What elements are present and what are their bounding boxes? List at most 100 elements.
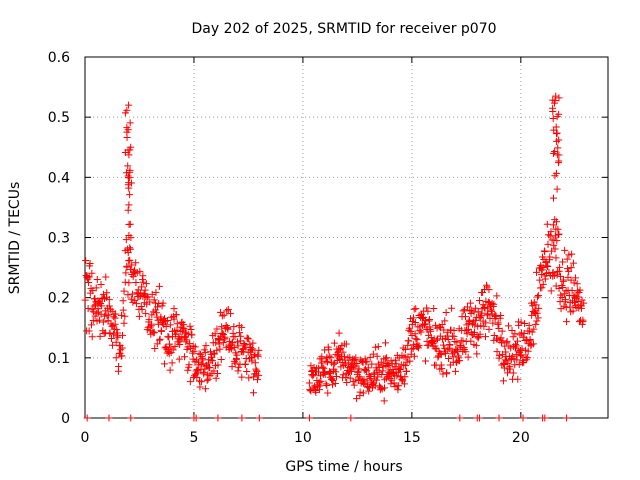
data-point <box>538 270 546 278</box>
data-point <box>85 327 93 335</box>
data-point <box>252 367 260 375</box>
data-point <box>422 357 430 365</box>
data-point <box>166 366 174 374</box>
data-point <box>446 340 454 348</box>
data-point <box>364 382 372 390</box>
data-point <box>517 318 525 326</box>
data-point <box>340 362 348 370</box>
data-point <box>335 329 343 337</box>
data-point <box>84 305 92 313</box>
data-point <box>451 367 459 375</box>
data-point <box>456 414 464 422</box>
data-point <box>494 319 502 327</box>
data-point <box>342 360 350 368</box>
data-point <box>532 320 540 328</box>
data-point <box>156 336 164 344</box>
data-point <box>216 336 224 344</box>
data-point <box>126 265 134 273</box>
x-axis-label: GPS time / hours <box>285 459 402 475</box>
data-point <box>216 345 224 353</box>
data-point <box>569 259 577 267</box>
data-point <box>150 328 158 336</box>
data-point <box>453 358 461 366</box>
data-point <box>576 286 584 294</box>
data-point <box>433 336 441 344</box>
data-point <box>410 352 418 360</box>
data-point <box>122 269 130 277</box>
data-point <box>549 96 557 104</box>
data-point <box>363 377 371 385</box>
data-point <box>236 329 244 337</box>
data-point <box>481 333 489 341</box>
data-point <box>511 330 519 338</box>
data-point <box>191 358 199 366</box>
data-point <box>543 220 551 228</box>
data-point <box>124 162 132 170</box>
data-point <box>352 354 360 362</box>
data-point <box>187 326 195 334</box>
data-point <box>559 283 567 291</box>
data-point <box>142 310 150 318</box>
data-point <box>162 322 170 330</box>
data-point <box>422 316 430 324</box>
data-point <box>254 352 262 360</box>
data-point <box>495 352 503 360</box>
data-point <box>159 299 167 307</box>
data-point <box>392 360 400 368</box>
data-point <box>125 232 133 240</box>
data-point <box>128 261 136 269</box>
data-point <box>405 337 413 345</box>
data-point <box>488 299 496 307</box>
data-point <box>580 299 588 307</box>
data-point <box>438 365 446 373</box>
data-point <box>411 330 419 338</box>
data-point <box>235 363 243 371</box>
data-point <box>213 325 221 333</box>
data-point <box>255 346 263 354</box>
data-point <box>369 350 377 358</box>
data-point <box>395 382 403 390</box>
data-point <box>477 322 485 330</box>
data-point <box>552 169 560 177</box>
data-point <box>359 379 367 387</box>
data-point <box>393 372 401 380</box>
data-point <box>441 317 449 325</box>
data-point <box>146 323 154 331</box>
data-point <box>426 315 434 323</box>
data-point <box>513 356 521 364</box>
data-point <box>87 321 95 329</box>
data-point <box>509 333 517 341</box>
x-tick-label: 5 <box>189 430 198 446</box>
data-point <box>512 342 520 350</box>
data-point <box>323 382 331 390</box>
data-point <box>118 311 126 319</box>
data-point <box>483 281 491 289</box>
data-point <box>549 269 557 277</box>
data-point <box>315 378 323 386</box>
data-point <box>400 380 408 388</box>
data-point <box>150 296 158 304</box>
data-point <box>185 361 193 369</box>
data-point <box>214 361 222 369</box>
data-point <box>378 370 386 378</box>
data-point <box>563 414 571 422</box>
data-point <box>363 367 371 375</box>
data-point <box>218 312 226 320</box>
data-point <box>404 341 412 349</box>
data-point <box>553 185 561 193</box>
data-point <box>230 343 238 351</box>
data-point <box>345 369 353 377</box>
data-point <box>359 389 367 397</box>
data-point <box>388 369 396 377</box>
data-point <box>210 367 218 375</box>
data-point <box>157 327 165 335</box>
data-point <box>199 356 207 364</box>
data-point <box>241 360 249 368</box>
data-point <box>551 232 559 240</box>
data-point <box>538 284 546 292</box>
data-point <box>179 324 187 332</box>
data-point <box>191 343 199 351</box>
data-point <box>510 355 518 363</box>
data-point <box>386 374 394 382</box>
